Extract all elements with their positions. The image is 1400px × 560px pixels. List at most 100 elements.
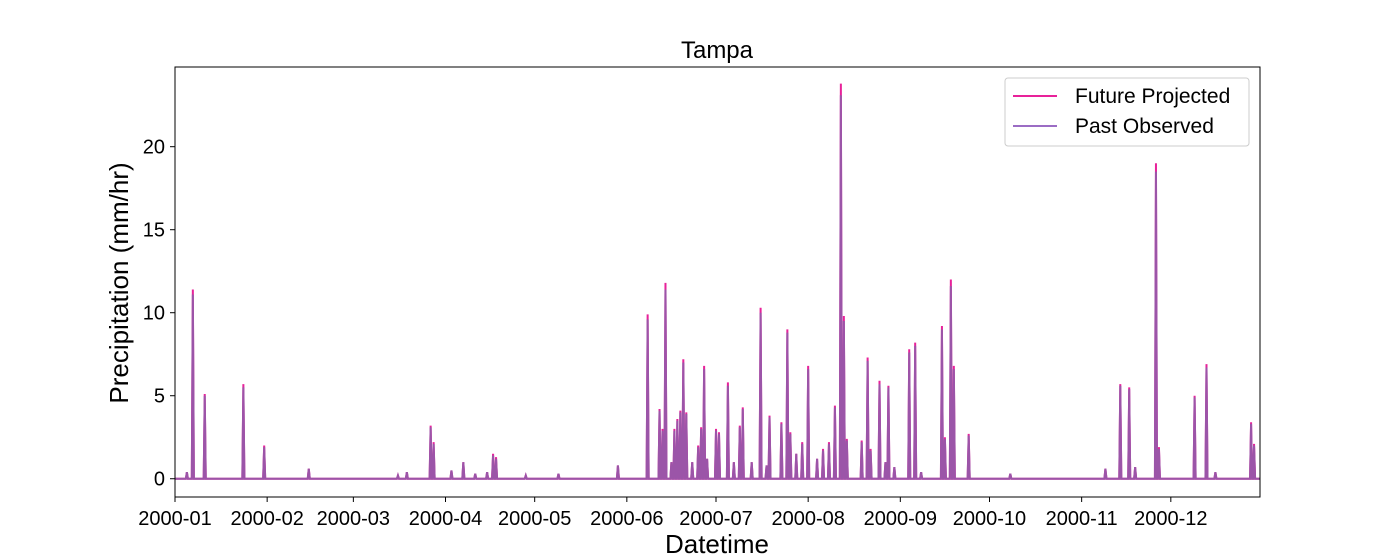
x-tick-label: 2000-02 bbox=[230, 508, 303, 530]
data-point bbox=[843, 320, 844, 321]
data-point bbox=[463, 462, 464, 463]
data-point bbox=[1155, 171, 1156, 172]
data-point bbox=[766, 465, 767, 466]
data-point bbox=[879, 384, 880, 385]
x-tick-label: 2000-05 bbox=[498, 508, 571, 530]
data-point bbox=[192, 294, 193, 295]
data-point bbox=[683, 362, 684, 363]
data-point bbox=[495, 458, 496, 459]
data-point bbox=[677, 420, 678, 421]
data-point bbox=[706, 458, 707, 459]
data-point bbox=[525, 475, 526, 476]
data-point bbox=[686, 412, 687, 413]
data-point bbox=[733, 462, 734, 463]
data-point bbox=[1120, 385, 1121, 386]
data-point bbox=[846, 438, 847, 439]
data-point bbox=[680, 410, 681, 411]
data-point bbox=[1105, 468, 1106, 469]
data-point bbox=[451, 470, 452, 471]
legend-label-future-projected: Future Projected bbox=[1075, 85, 1230, 108]
data-point bbox=[828, 442, 829, 443]
data-point bbox=[953, 365, 954, 366]
data-point bbox=[787, 332, 788, 333]
data-point bbox=[941, 325, 942, 326]
data-point bbox=[718, 432, 719, 433]
data-point bbox=[787, 329, 788, 330]
data-point bbox=[617, 465, 618, 466]
data-point bbox=[680, 412, 681, 413]
data-point bbox=[769, 415, 770, 416]
y-tick-label: 0 bbox=[154, 469, 165, 491]
data-point bbox=[492, 453, 493, 454]
data-point bbox=[921, 471, 922, 472]
data-point bbox=[671, 462, 672, 463]
data-point bbox=[781, 422, 782, 423]
data-point bbox=[846, 440, 847, 441]
data-point bbox=[944, 437, 945, 438]
x-tick-label: 2000-07 bbox=[679, 508, 752, 530]
data-point bbox=[662, 428, 663, 429]
data-point bbox=[674, 428, 675, 429]
data-point bbox=[659, 408, 660, 409]
data-point bbox=[308, 468, 309, 469]
x-tick-label: 2000-12 bbox=[1134, 508, 1207, 530]
data-point bbox=[727, 382, 728, 383]
x-tick-label: 2000-06 bbox=[590, 508, 663, 530]
data-point bbox=[950, 279, 951, 280]
series-line-past-observed bbox=[174, 95, 1261, 480]
data-point bbox=[1206, 364, 1207, 365]
data-point bbox=[781, 423, 782, 424]
data-point bbox=[204, 393, 205, 394]
data-point bbox=[822, 450, 823, 451]
data-point bbox=[1158, 448, 1159, 449]
data-point bbox=[492, 455, 493, 456]
legend: Future Projected Past Observed bbox=[1004, 77, 1250, 147]
data-point bbox=[647, 319, 648, 320]
data-point bbox=[243, 387, 244, 388]
data-point bbox=[1158, 447, 1159, 448]
data-point bbox=[760, 307, 761, 308]
data-point bbox=[1206, 367, 1207, 368]
data-point bbox=[1129, 388, 1130, 389]
x-axis-label: Datetime bbox=[665, 529, 769, 559]
data-point bbox=[662, 430, 663, 431]
data-point bbox=[433, 443, 434, 444]
data-point bbox=[915, 345, 916, 346]
data-point bbox=[659, 410, 660, 411]
data-point bbox=[816, 458, 817, 459]
data-point bbox=[264, 447, 265, 448]
data-point bbox=[944, 438, 945, 439]
data-point bbox=[888, 387, 889, 388]
data-point bbox=[796, 453, 797, 454]
data-point bbox=[475, 473, 476, 474]
data-point bbox=[739, 427, 740, 428]
y-tick-label: 15 bbox=[143, 220, 165, 242]
legend-box bbox=[1004, 77, 1250, 147]
data-point bbox=[674, 430, 675, 431]
data-point bbox=[950, 286, 951, 287]
data-point bbox=[834, 405, 835, 406]
data-point bbox=[843, 315, 844, 316]
data-point bbox=[894, 467, 895, 468]
data-point bbox=[192, 289, 193, 290]
y-axis-label: Precipitation (mm/hr) bbox=[104, 162, 134, 403]
data-point bbox=[406, 471, 407, 472]
data-point bbox=[264, 445, 265, 446]
data-point bbox=[834, 407, 835, 408]
chart-title: Tampa bbox=[681, 37, 754, 64]
data-point bbox=[909, 352, 910, 353]
data-point bbox=[968, 435, 969, 436]
data-point bbox=[968, 433, 969, 434]
data-point bbox=[867, 357, 868, 358]
data-point bbox=[715, 430, 716, 431]
data-point bbox=[739, 425, 740, 426]
data-point bbox=[715, 428, 716, 429]
data-point bbox=[430, 427, 431, 428]
x-tick-label: 2000-09 bbox=[864, 508, 937, 530]
data-point bbox=[840, 83, 841, 84]
data-point bbox=[742, 407, 743, 408]
legend-label-past-observed: Past Observed bbox=[1075, 115, 1214, 138]
data-point bbox=[867, 360, 868, 361]
data-point bbox=[840, 95, 841, 96]
